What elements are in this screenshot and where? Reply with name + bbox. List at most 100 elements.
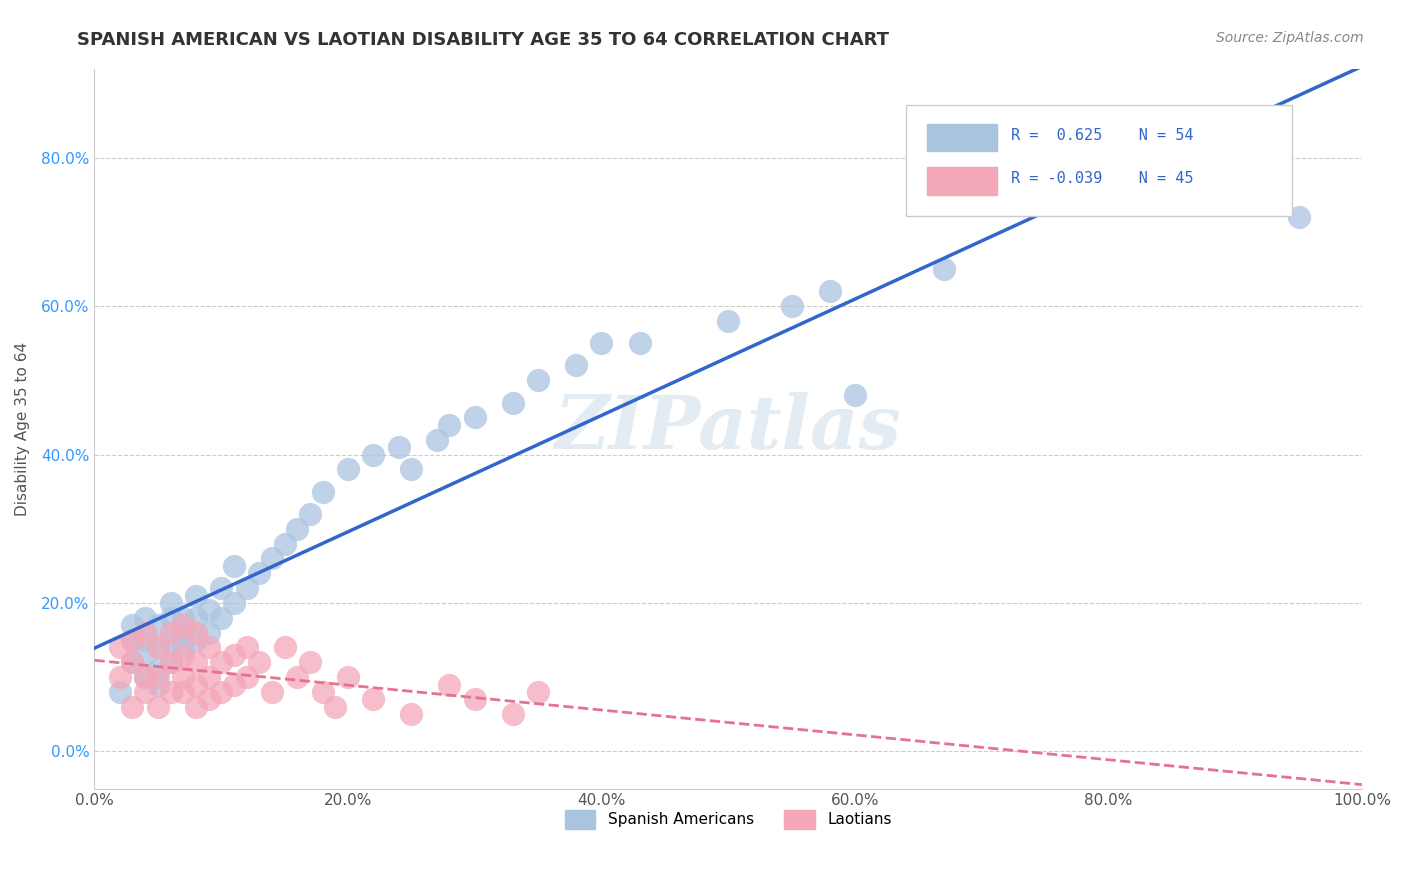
- Point: [363, 692, 385, 706]
- Point: [502, 395, 524, 409]
- Point: [159, 656, 181, 670]
- Bar: [927, 124, 997, 152]
- Point: [780, 299, 803, 313]
- Point: [439, 417, 461, 432]
- Point: [159, 633, 181, 648]
- Point: [388, 440, 411, 454]
- Point: [260, 685, 283, 699]
- Point: [273, 536, 295, 550]
- Text: SPANISH AMERICAN VS LAOTIAN DISABILITY AGE 35 TO 64 CORRELATION CHART: SPANISH AMERICAN VS LAOTIAN DISABILITY A…: [77, 31, 890, 49]
- Point: [184, 611, 207, 625]
- Point: [285, 670, 308, 684]
- Point: [134, 648, 156, 662]
- Point: [247, 656, 270, 670]
- Point: [323, 699, 346, 714]
- Point: [209, 685, 232, 699]
- Text: R =  0.625    N = 54: R = 0.625 N = 54: [1011, 128, 1194, 143]
- Point: [209, 656, 232, 670]
- Point: [311, 685, 333, 699]
- Point: [197, 625, 219, 640]
- Point: [172, 640, 194, 655]
- Point: [298, 507, 321, 521]
- Text: Source: ZipAtlas.com: Source: ZipAtlas.com: [1216, 31, 1364, 45]
- Point: [197, 670, 219, 684]
- Point: [121, 699, 143, 714]
- Point: [108, 685, 131, 699]
- Point: [134, 670, 156, 684]
- Point: [172, 625, 194, 640]
- Point: [172, 618, 194, 632]
- Point: [159, 611, 181, 625]
- Bar: [927, 167, 997, 194]
- Point: [134, 685, 156, 699]
- Point: [336, 462, 359, 476]
- Point: [159, 656, 181, 670]
- Point: [247, 566, 270, 581]
- Point: [527, 373, 550, 387]
- Point: [184, 633, 207, 648]
- Point: [172, 670, 194, 684]
- Point: [1225, 187, 1247, 202]
- Point: [464, 410, 486, 425]
- Point: [527, 685, 550, 699]
- Legend: Spanish Americans, Laotians: Spanish Americans, Laotians: [558, 804, 897, 835]
- Point: [464, 692, 486, 706]
- Point: [146, 640, 169, 655]
- Point: [197, 692, 219, 706]
- Point: [222, 558, 245, 573]
- Y-axis label: Disability Age 35 to 64: Disability Age 35 to 64: [15, 342, 30, 516]
- Point: [260, 551, 283, 566]
- Point: [565, 359, 588, 373]
- Point: [172, 685, 194, 699]
- Point: [439, 677, 461, 691]
- Point: [235, 581, 257, 595]
- Point: [197, 603, 219, 617]
- Text: R = -0.039    N = 45: R = -0.039 N = 45: [1011, 171, 1194, 186]
- Point: [209, 611, 232, 625]
- Point: [401, 462, 423, 476]
- Point: [159, 625, 181, 640]
- Point: [298, 656, 321, 670]
- Point: [285, 522, 308, 536]
- Point: [172, 648, 194, 662]
- Point: [146, 670, 169, 684]
- Point: [184, 589, 207, 603]
- Point: [134, 670, 156, 684]
- Point: [235, 640, 257, 655]
- Point: [121, 633, 143, 648]
- Point: [134, 633, 156, 648]
- Point: [235, 670, 257, 684]
- Point: [108, 640, 131, 655]
- Point: [336, 670, 359, 684]
- Point: [159, 596, 181, 610]
- Point: [146, 663, 169, 677]
- Point: [1288, 210, 1310, 224]
- Point: [273, 640, 295, 655]
- Point: [591, 336, 613, 351]
- Point: [172, 611, 194, 625]
- Text: ZIPatlas: ZIPatlas: [555, 392, 901, 465]
- FancyBboxPatch shape: [905, 104, 1292, 216]
- Point: [108, 670, 131, 684]
- Point: [121, 656, 143, 670]
- Point: [146, 677, 169, 691]
- Point: [121, 618, 143, 632]
- Point: [184, 625, 207, 640]
- Point: [146, 699, 169, 714]
- Point: [844, 388, 866, 402]
- Point: [134, 625, 156, 640]
- Point: [818, 284, 841, 298]
- Point: [209, 581, 232, 595]
- Point: [146, 640, 169, 655]
- Point: [146, 618, 169, 632]
- Point: [628, 336, 651, 351]
- Point: [502, 707, 524, 722]
- Point: [197, 640, 219, 655]
- Point: [121, 656, 143, 670]
- Point: [184, 699, 207, 714]
- Point: [222, 596, 245, 610]
- Point: [932, 261, 955, 276]
- Point: [184, 677, 207, 691]
- Point: [717, 314, 740, 328]
- Point: [222, 648, 245, 662]
